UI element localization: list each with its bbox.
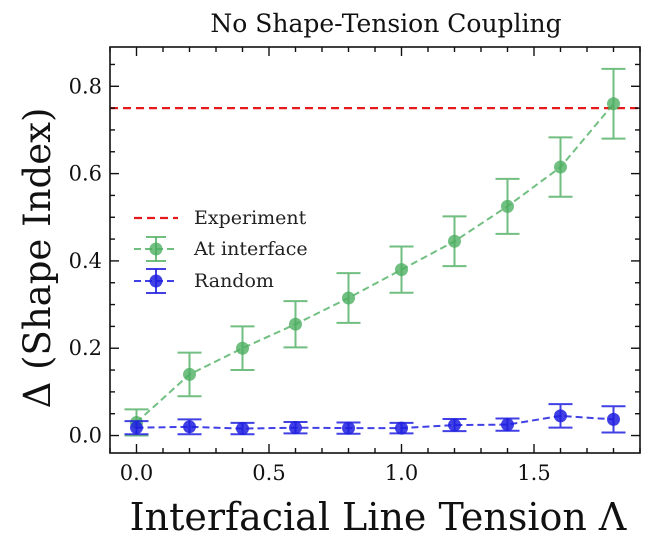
legend-entry-random: Random <box>134 268 274 294</box>
y-tick-label: 0.6 <box>69 162 102 186</box>
legend-entry-at-interface: At interface <box>134 236 308 262</box>
data-point-at-interface <box>501 199 514 213</box>
data-point-random <box>395 421 408 435</box>
legend-swatch-marker <box>149 242 163 256</box>
data-point-at-interface <box>554 160 567 174</box>
legend: Experiment At interface Random <box>134 207 308 294</box>
data-point-at-interface <box>607 97 620 111</box>
series-at-interface <box>124 67 626 437</box>
legend-label-experiment: Experiment <box>194 207 307 229</box>
legend-label-random: Random <box>194 270 274 292</box>
data-point-at-interface <box>183 367 196 381</box>
data-point-at-interface <box>395 263 408 277</box>
legend-entry-experiment: Experiment <box>134 207 307 229</box>
series-line-at-interface <box>135 103 615 424</box>
y-axis-label: Δ (Shape Index) <box>16 108 59 409</box>
chart-title: No Shape-Tension Coupling <box>210 9 561 38</box>
series-random <box>124 403 626 436</box>
series-line-random <box>136 414 614 430</box>
data-point-at-interface <box>236 341 249 355</box>
y-tick-label: 0.0 <box>69 424 102 448</box>
data-point-at-interface <box>448 234 461 248</box>
y-tick-label: 0.2 <box>69 336 102 360</box>
y-tick-label: 0.8 <box>69 74 102 98</box>
data-point-random <box>448 418 461 432</box>
data-point-random <box>501 418 514 432</box>
data-point-at-interface <box>289 317 302 331</box>
data-point-random <box>130 421 143 435</box>
data-point-random <box>236 422 249 436</box>
legend-swatch-marker <box>149 274 163 288</box>
y-tick-label: 0.4 <box>69 249 102 273</box>
data-point-random <box>607 412 620 426</box>
data-point-at-interface <box>342 291 355 305</box>
data-point-random <box>342 421 355 435</box>
data-point-random <box>289 421 302 435</box>
x-tick-label: 1.5 <box>517 461 550 485</box>
x-tick-label: 1.0 <box>385 461 418 485</box>
legend-label-at-interface: At interface <box>193 238 308 260</box>
data-point-random <box>183 420 196 434</box>
x-axis-label: Interfacial Line Tension Λ <box>130 495 627 539</box>
x-tick-label: 0.5 <box>252 461 285 485</box>
x-tick-label: 0.0 <box>120 461 153 485</box>
data-point-random <box>554 409 567 423</box>
